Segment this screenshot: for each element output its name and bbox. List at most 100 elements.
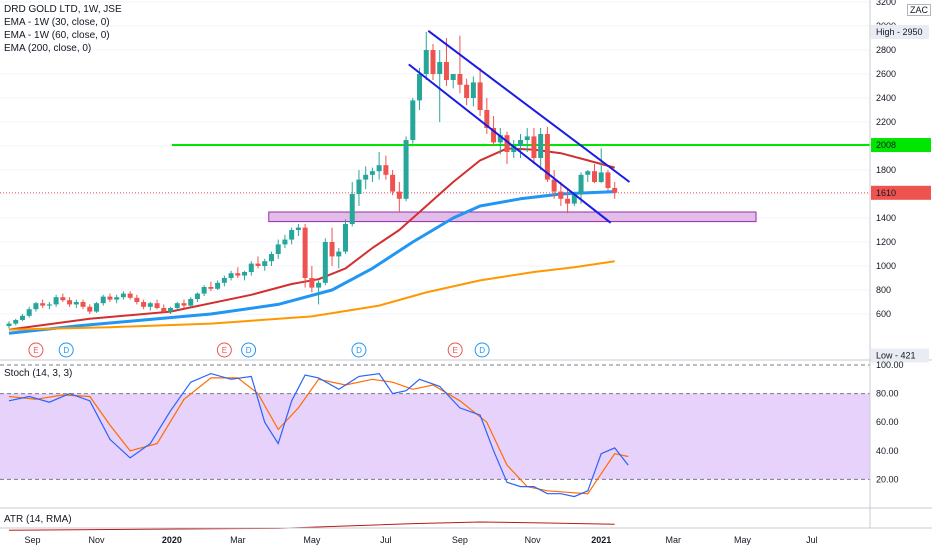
- candle-body: [403, 140, 409, 199]
- event-badge-dividend: [241, 342, 257, 358]
- event-badge-letter: E: [453, 346, 458, 355]
- time-tick-label: 2021: [591, 535, 611, 545]
- hline-price-tag: 2008: [876, 140, 896, 150]
- legend-ema60[interactable]: EMA - 1W (60, close, 0): [4, 30, 110, 41]
- low-tag: Low - 421: [876, 350, 916, 360]
- currency-badge[interactable]: ZAC: [907, 4, 931, 16]
- candle-body: [329, 242, 335, 257]
- candle-body: [417, 74, 423, 101]
- candle-body: [268, 254, 274, 262]
- candle-body: [114, 297, 120, 300]
- event-badge-letter: D: [63, 346, 69, 355]
- candle-body: [289, 230, 295, 240]
- candle-body: [87, 306, 93, 312]
- candle-body: [396, 191, 402, 199]
- candle-body: [524, 136, 530, 140]
- price-tick-label: 1200: [876, 237, 896, 247]
- channel-line: [408, 63, 612, 224]
- time-tick-label: Jul: [380, 535, 392, 545]
- candle-body: [262, 261, 268, 266]
- price-tick-label: 2800: [876, 45, 896, 55]
- candle-body: [491, 128, 497, 143]
- candle-body: [336, 251, 342, 257]
- event-badge-dividend: [474, 342, 490, 358]
- event-badge-earnings: [447, 342, 463, 358]
- candle-body: [349, 194, 355, 224]
- event-badge-earnings: [216, 342, 232, 358]
- candle-body: [565, 198, 571, 204]
- candle-body: [437, 62, 443, 74]
- time-tick-label: Nov: [525, 535, 542, 545]
- atr-line-path: [8, 521, 615, 531]
- legend-ema30[interactable]: EMA - 1W (30, close, 0): [4, 17, 110, 28]
- candle-body: [484, 110, 490, 128]
- candle-body: [477, 82, 483, 110]
- candle-body: [73, 302, 79, 305]
- high-tag: High - 2950: [876, 27, 923, 37]
- candle-body: [343, 224, 348, 252]
- time-tick-label: Nov: [88, 535, 105, 545]
- grid: [0, 1, 870, 315]
- event-badge-letter: E: [222, 346, 227, 355]
- stoch-k-line: [8, 372, 629, 498]
- stoch-axis[interactable]: 100.00 80.00 60.00 40.00 20.00: [876, 360, 904, 484]
- candle-body: [316, 282, 322, 288]
- event-badge-letter: D: [479, 346, 485, 355]
- stoch-tick-label: 60.00: [876, 417, 899, 427]
- legend-atr[interactable]: ATR (14, RMA): [4, 514, 72, 525]
- legend-stoch[interactable]: Stoch (14, 3, 3): [4, 368, 73, 379]
- event-badge-letter: E: [33, 346, 38, 355]
- candle-body: [592, 171, 598, 182]
- candle-body: [457, 74, 463, 85]
- time-tick-label: Mar: [230, 535, 246, 545]
- ema-series-1: [8, 147, 615, 331]
- stoch-tick-label: 20.00: [876, 474, 899, 484]
- candle-body: [168, 308, 174, 312]
- price-tick-label: 2400: [876, 93, 896, 103]
- candle-body: [511, 146, 517, 152]
- candle-body: [174, 303, 180, 308]
- time-tick-label: 2020: [162, 535, 182, 545]
- candle-body: [100, 296, 106, 304]
- event-badge-dividend: [351, 342, 367, 358]
- last-price-tag: 1610: [876, 188, 896, 198]
- candle-body: [571, 194, 577, 204]
- candle-body: [558, 191, 564, 199]
- stoch-tick-label: 40.00: [876, 446, 899, 456]
- ema-lines: [8, 147, 615, 335]
- stochastic-lines: [8, 372, 629, 498]
- candle-body: [26, 309, 32, 316]
- candle-body: [134, 297, 140, 302]
- event-badge-dividend: [58, 342, 74, 358]
- stoch-tick-label: 100.00: [876, 360, 904, 370]
- price-tick-label: 1400: [876, 213, 896, 223]
- channel-line: [427, 30, 631, 183]
- legend-ema200[interactable]: EMA (200, close, 0): [4, 43, 92, 54]
- atr-line: [8, 521, 615, 531]
- support-zone: [268, 211, 757, 223]
- candle-body: [464, 84, 470, 98]
- price-tick-label: 1800: [876, 165, 896, 175]
- candle-body: [40, 303, 46, 306]
- candles: [6, 32, 618, 329]
- candle-body: [13, 320, 19, 324]
- time-axis[interactable]: Sep Nov 2020 Mar May Jul Sep Nov 2021 Mar May Jul: [25, 535, 818, 545]
- candle-body: [551, 179, 557, 192]
- stoch-band-fill: [0, 393, 870, 480]
- price-axis[interactable]: 3200300028002600240022002000180016001400…: [871, 0, 931, 363]
- candle-body: [46, 304, 52, 306]
- price-tick-label: 2200: [876, 117, 896, 127]
- candle-body: [242, 272, 248, 276]
- channel-lines[interactable]: [408, 30, 631, 224]
- pane-separators: [0, 0, 932, 529]
- candle-body: [538, 134, 544, 158]
- candle-body: [443, 62, 449, 80]
- candle-body: [295, 227, 301, 230]
- candle-body: [221, 278, 227, 283]
- price-tick-label: 3200: [876, 0, 896, 7]
- time-tick-label: Sep: [452, 535, 468, 545]
- event-badge-earnings: [28, 342, 44, 358]
- candle-body: [80, 302, 86, 307]
- event-badge-letter: D: [246, 346, 252, 355]
